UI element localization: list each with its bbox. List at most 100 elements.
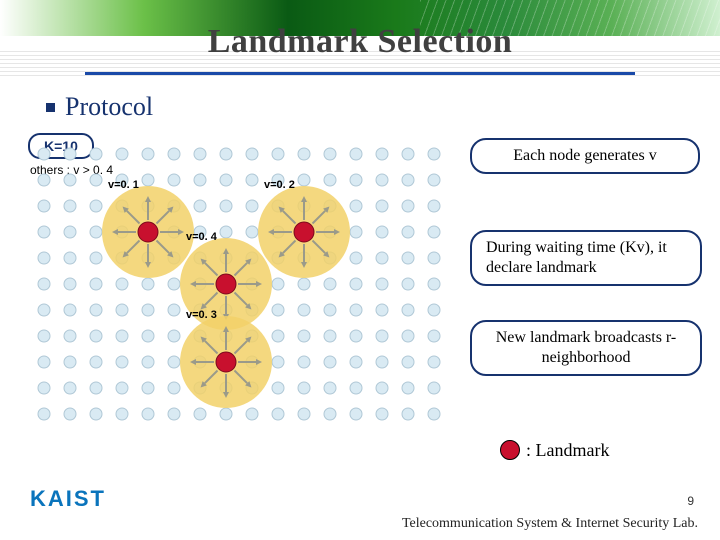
grid-node	[298, 174, 310, 186]
grid-node	[272, 356, 284, 368]
grid-node	[324, 356, 336, 368]
grid-node	[116, 356, 128, 368]
grid-node	[90, 330, 102, 342]
landmark-node	[216, 274, 236, 294]
grid-node	[350, 226, 362, 238]
grid-node	[350, 278, 362, 290]
grid-node	[402, 200, 414, 212]
grid-node	[116, 408, 128, 420]
grid-node	[38, 148, 50, 160]
grid-node	[376, 200, 388, 212]
grid-node	[272, 278, 284, 290]
grid-node	[272, 330, 284, 342]
grid-node	[350, 330, 362, 342]
grid-node	[64, 148, 76, 160]
legend-label: : Landmark	[526, 440, 609, 460]
grid-node	[194, 174, 206, 186]
grid-node	[376, 356, 388, 368]
grid-node	[402, 304, 414, 316]
grid-node	[90, 356, 102, 368]
grid-node	[168, 278, 180, 290]
grid-node	[298, 148, 310, 160]
grid-node	[272, 148, 284, 160]
grid-node	[402, 382, 414, 394]
grid-node	[298, 382, 310, 394]
grid-node	[246, 174, 258, 186]
grid-node	[194, 148, 206, 160]
section-text: Protocol	[65, 92, 153, 121]
grid-node	[142, 148, 154, 160]
grid-node	[38, 252, 50, 264]
grid-node	[376, 382, 388, 394]
grid-node	[246, 148, 258, 160]
grid-node	[428, 174, 440, 186]
grid-node	[350, 200, 362, 212]
grid-node	[38, 226, 50, 238]
grid-node	[116, 278, 128, 290]
grid-node	[64, 278, 76, 290]
callout-waiting-time: During waiting time (Kv), it declare lan…	[470, 230, 702, 286]
grid-node	[64, 252, 76, 264]
grid-node	[142, 330, 154, 342]
grid-node	[168, 304, 180, 316]
grid-node	[350, 174, 362, 186]
landmark-value-label: v=0. 4	[186, 231, 218, 243]
grid-node	[376, 304, 388, 316]
grid-node	[428, 148, 440, 160]
grid-node	[376, 408, 388, 420]
callout-generates-v: Each node generates v	[470, 138, 700, 174]
grid-node	[168, 356, 180, 368]
title-underline	[85, 72, 635, 75]
network-diagram: v=0. 1v=0. 2v=0. 4v=0. 3	[30, 140, 470, 450]
grid-node	[402, 356, 414, 368]
grid-node	[64, 330, 76, 342]
grid-node	[402, 252, 414, 264]
grid-node	[90, 252, 102, 264]
landmark-cluster: v=0. 3	[180, 309, 272, 408]
grid-node	[38, 174, 50, 186]
bullet-icon	[46, 103, 55, 112]
grid-node	[272, 382, 284, 394]
grid-node	[220, 148, 232, 160]
grid-node	[324, 304, 336, 316]
grid-node	[376, 226, 388, 238]
grid-node	[168, 330, 180, 342]
grid-node	[350, 252, 362, 264]
landmark-value-label: v=0. 3	[186, 309, 217, 321]
grid-node	[38, 304, 50, 316]
grid-node	[272, 408, 284, 420]
slide-title: Landmark Selection	[0, 23, 720, 61]
grid-node	[376, 278, 388, 290]
grid-node	[402, 174, 414, 186]
grid-node	[428, 408, 440, 420]
grid-node	[246, 226, 258, 238]
grid-node	[64, 356, 76, 368]
grid-node	[142, 304, 154, 316]
grid-node	[402, 226, 414, 238]
landmark-cluster: v=0. 1	[102, 179, 194, 278]
landmark-value-label: v=0. 1	[108, 179, 139, 191]
landmark-icon	[500, 440, 520, 460]
grid-node	[324, 330, 336, 342]
grid-node	[272, 304, 284, 316]
grid-node	[168, 174, 180, 186]
grid-node	[428, 356, 440, 368]
grid-node	[220, 226, 232, 238]
grid-node	[142, 356, 154, 368]
grid-node	[142, 278, 154, 290]
grid-node	[64, 200, 76, 212]
grid-node	[402, 148, 414, 160]
grid-node	[38, 330, 50, 342]
landmark-node	[216, 352, 236, 372]
grid-node	[246, 200, 258, 212]
grid-node	[402, 330, 414, 342]
kaist-logo: KAIST	[30, 486, 106, 512]
grid-node	[116, 304, 128, 316]
grid-node	[168, 148, 180, 160]
grid-node	[142, 174, 154, 186]
grid-node	[220, 408, 232, 420]
grid-node	[350, 304, 362, 316]
grid-node	[298, 330, 310, 342]
grid-node	[220, 200, 232, 212]
grid-node	[350, 148, 362, 160]
